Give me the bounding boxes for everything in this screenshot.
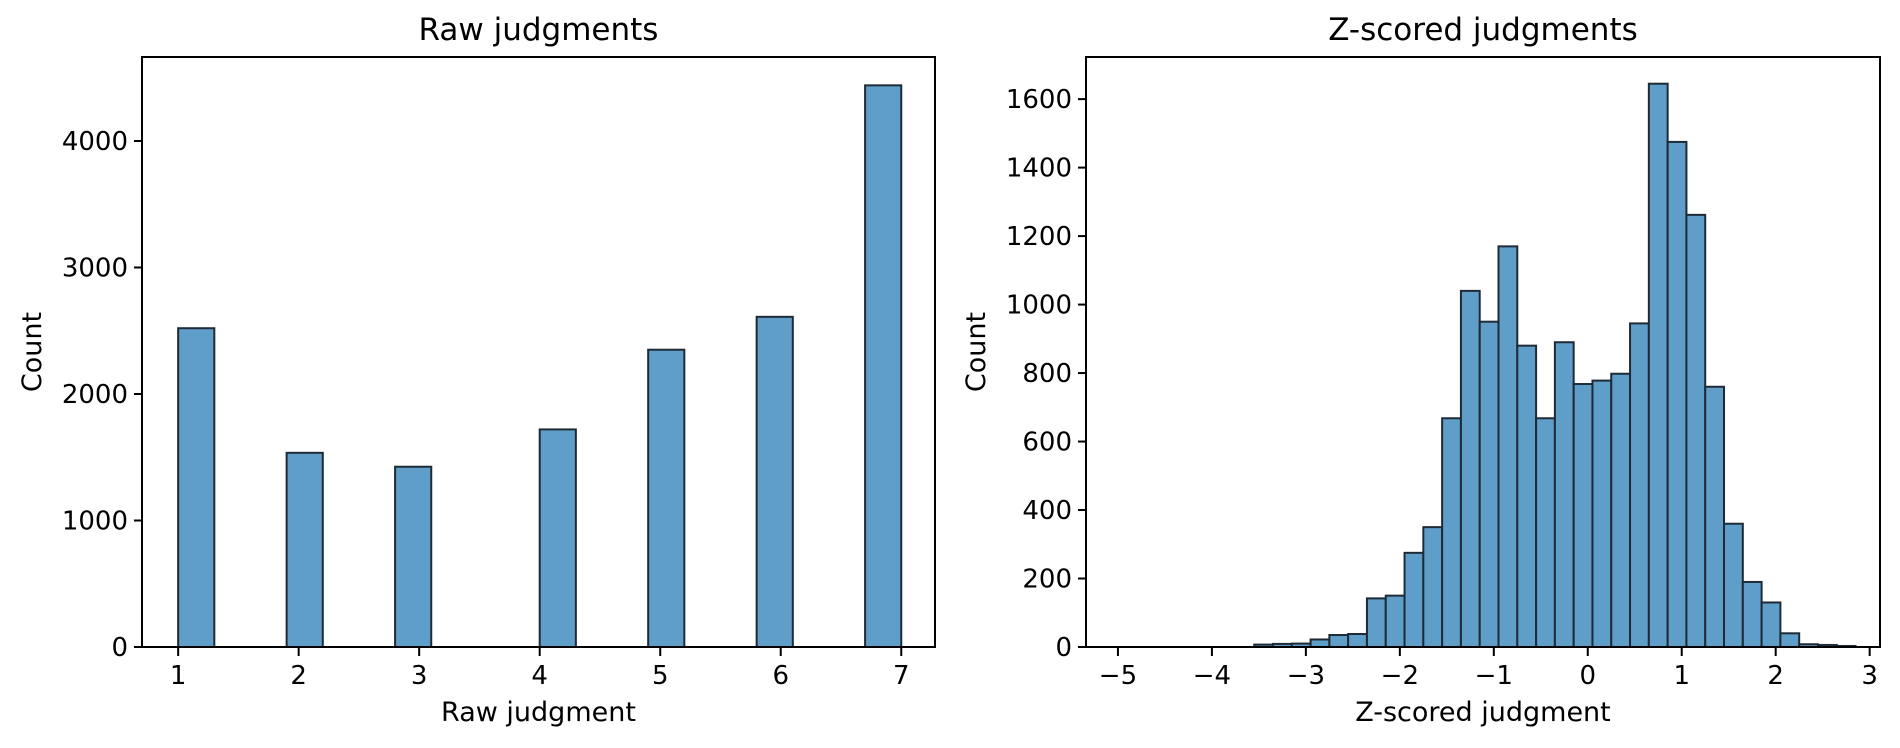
- histogram-bar: [1647, 82, 1669, 648]
- y-tick-label: 1000: [62, 506, 128, 536]
- y-tick-label: 400: [1022, 496, 1072, 526]
- histogram-bar: [538, 428, 577, 649]
- x-tick-label: −2: [1381, 661, 1419, 691]
- left-chart-xlabel: Raw judgment: [441, 697, 636, 728]
- y-tick-label: 800: [1022, 359, 1072, 389]
- axes-frame: [1085, 56, 1881, 648]
- left-chart-ylabel: Count: [17, 311, 48, 393]
- y-tick-label: 1000: [1006, 291, 1072, 321]
- histogram-bar: [755, 315, 794, 648]
- y-tick-label: 0: [1055, 633, 1072, 663]
- histogram-bar: [1704, 385, 1726, 648]
- x-tick-label: 2: [1767, 661, 1784, 691]
- histogram-bar: [1535, 417, 1556, 649]
- histogram-bar: [1403, 551, 1425, 649]
- x-tick-label: 3: [1861, 661, 1878, 691]
- histogram-bar: [1685, 213, 1707, 649]
- histogram-bar: [1422, 526, 1444, 649]
- histogram-bar: [1591, 379, 1613, 648]
- histogram-bar: [1347, 632, 1368, 648]
- histogram-bar: [1779, 632, 1801, 648]
- histogram-bar: [285, 451, 324, 648]
- x-tick-label: 7: [893, 661, 910, 691]
- histogram-bar: [1760, 601, 1782, 648]
- histogram-bar: [1365, 597, 1387, 649]
- histogram-bar: [1572, 383, 1594, 648]
- histogram-bar: [1723, 522, 1744, 648]
- histogram-bar: [1328, 634, 1350, 649]
- y-tick-label: 3000: [62, 253, 128, 283]
- histogram-bar: [1309, 638, 1331, 648]
- x-tick-label: 1: [170, 661, 187, 691]
- histogram-bar: [647, 348, 686, 648]
- x-tick-label: 1: [1673, 661, 1690, 691]
- y-tick-label: 2000: [62, 380, 128, 410]
- right-chart-title: Z-scored judgments: [1328, 12, 1638, 48]
- x-tick-label: 2: [290, 661, 307, 691]
- y-tick-label: 4000: [62, 127, 128, 157]
- histogram-bar: [1478, 320, 1500, 648]
- x-tick-label: −1: [1475, 661, 1513, 691]
- histogram-bar: [1666, 140, 1688, 648]
- y-tick-label: 0: [111, 633, 128, 663]
- histogram-bar: [1629, 322, 1650, 648]
- histogram-bar: [1384, 594, 1406, 649]
- histogram-bar: [1459, 289, 1481, 648]
- histogram-bar: [177, 327, 216, 648]
- y-tick-label: 200: [1022, 565, 1072, 595]
- histogram-bar: [1741, 580, 1763, 648]
- y-tick-label: 600: [1022, 428, 1072, 458]
- x-tick-label: −3: [1287, 661, 1325, 691]
- x-tick-label: 6: [772, 661, 789, 691]
- y-tick-label: 1400: [1006, 154, 1072, 184]
- x-tick-label: −5: [1099, 661, 1137, 691]
- histogram-bar: [1497, 245, 1519, 649]
- right-chart-xlabel: Z-scored judgment: [1355, 697, 1611, 728]
- right-chart-ylabel: Count: [961, 311, 992, 393]
- x-tick-label: 5: [652, 661, 669, 691]
- histogram-bar: [1553, 341, 1575, 648]
- y-tick-label: 1200: [1006, 222, 1072, 252]
- histogram-bar: [1516, 344, 1538, 648]
- histogram-bar: [1610, 372, 1632, 648]
- axes-frame: [141, 56, 936, 648]
- left-chart-title: Raw judgments: [418, 12, 659, 48]
- x-tick-label: 3: [411, 661, 428, 691]
- histogram-bar: [1441, 417, 1462, 649]
- histogram-bar: [864, 84, 903, 648]
- x-tick-label: −4: [1193, 661, 1231, 691]
- histogram-bar: [394, 465, 433, 648]
- x-tick-label: 4: [531, 661, 548, 691]
- y-tick-label: 1600: [1006, 85, 1072, 115]
- x-tick-label: 0: [1579, 661, 1596, 691]
